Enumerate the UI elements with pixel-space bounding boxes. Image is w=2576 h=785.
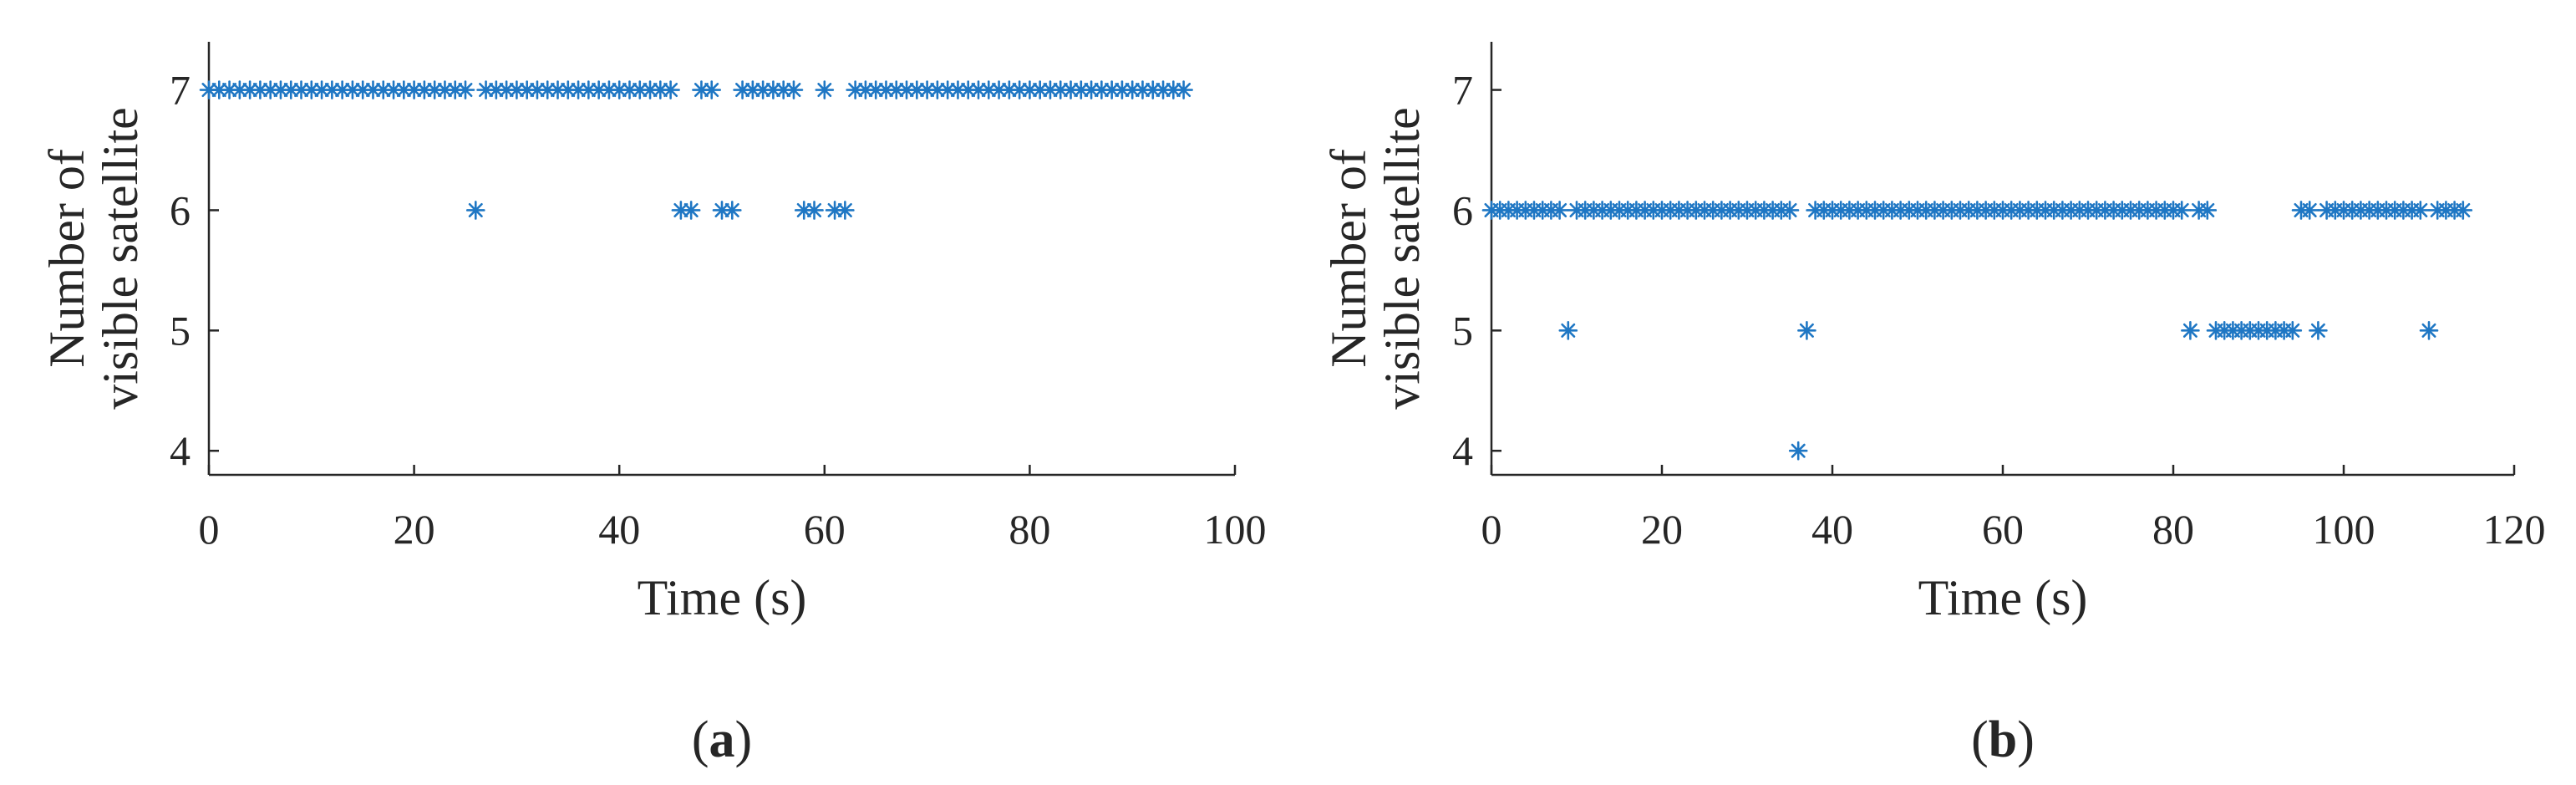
- x-tick-label: 80: [2152, 506, 2194, 553]
- y-tick-label: 7: [1452, 67, 1473, 114]
- data-point: [1009, 80, 1029, 99]
- data-point: [2181, 321, 2200, 340]
- data-point: [496, 80, 516, 99]
- data-point: [1174, 80, 1193, 99]
- y-tick-label: 4: [170, 427, 191, 474]
- data-point: [2172, 201, 2192, 220]
- y-axis-label-line2: visible satellite: [1374, 107, 1430, 410]
- y-axis-label-line2: visible satellite: [93, 107, 148, 410]
- data-point: [2283, 321, 2303, 340]
- data-point: [681, 201, 701, 220]
- x-tick-label: 0: [199, 506, 220, 553]
- y-axis-label-line1: Number of: [39, 149, 94, 368]
- x-tick-label: 100: [1204, 506, 1267, 553]
- x-axis-label: Time (s): [1918, 570, 2088, 625]
- y-tick-label: 5: [170, 307, 191, 354]
- x-tick-label: 100: [2313, 506, 2375, 553]
- data-point: [424, 80, 445, 99]
- panel-label: (b): [1971, 711, 2035, 768]
- data-point: [651, 80, 670, 99]
- data-point: [620, 80, 639, 99]
- x-tick-label: 0: [1481, 506, 1502, 553]
- x-tick-label: 40: [1811, 506, 1853, 553]
- data-point: [589, 80, 608, 99]
- data-point: [784, 80, 804, 99]
- x-tick-label: 80: [1009, 506, 1050, 553]
- data-point: [2299, 201, 2319, 220]
- x-axis-label: Time (s): [638, 570, 807, 625]
- data-point: [455, 80, 475, 99]
- data-point: [712, 201, 732, 220]
- data-point: [774, 80, 793, 99]
- data-point: [1797, 321, 1816, 340]
- x-tick-label: 120: [2483, 506, 2546, 553]
- panel-label: (a): [692, 711, 752, 768]
- panel-label-letter: a: [709, 711, 735, 768]
- data-point: [836, 201, 855, 220]
- data-point: [1040, 80, 1060, 99]
- data-point: [805, 201, 824, 220]
- x-tick-label: 20: [1641, 506, 1683, 553]
- data-point: [1030, 80, 1049, 99]
- y-tick-label: 7: [170, 67, 191, 114]
- data-point: [958, 80, 978, 99]
- data-point: [1558, 321, 1578, 340]
- data-point: [1788, 441, 1808, 461]
- panel-b-chart: 0 20 40 60 80 100 120 4 5 6 7 Time (s) Number ofvisi…: [1321, 42, 2546, 768]
- y-tick-label: 4: [1452, 427, 1473, 474]
- panel-a-chart: 0 20 40 60 80 100 4 5 6 7 Time (s) Number ofvisible…: [39, 42, 1267, 768]
- series-points: [199, 80, 1193, 220]
- x-tick-label: 20: [394, 506, 435, 553]
- y-tick-label: 5: [1452, 307, 1473, 354]
- data-point: [2411, 201, 2431, 220]
- data-point: [1780, 201, 1800, 220]
- data-point: [640, 80, 660, 99]
- x-tick-label: 40: [598, 506, 640, 553]
- data-point: [978, 80, 998, 99]
- data-point: [1133, 80, 1152, 99]
- data-point: [722, 201, 742, 220]
- data-point: [2419, 321, 2439, 340]
- data-point: [2453, 201, 2473, 220]
- data-point: [261, 80, 280, 99]
- data-point: [465, 201, 485, 220]
- data-point: [856, 80, 876, 99]
- x-tick-label: 60: [1982, 506, 2024, 553]
- y-tick-label: 6: [1452, 186, 1473, 233]
- data-point: [1122, 80, 1142, 99]
- y-axis-label-line1: Number of: [1321, 149, 1376, 368]
- data-point: [2309, 321, 2328, 340]
- data-point: [702, 80, 722, 99]
- series-points: [1481, 201, 2473, 461]
- data-point: [476, 80, 495, 99]
- data-point: [568, 80, 588, 99]
- y-tick-label: 6: [170, 186, 191, 233]
- data-point: [292, 80, 311, 99]
- data-point: [2197, 201, 2218, 220]
- data-point: [661, 80, 680, 99]
- data-point: [1550, 201, 1569, 220]
- x-tick-label: 60: [804, 506, 846, 553]
- data-point: [220, 80, 239, 99]
- data-point: [815, 80, 835, 99]
- panel-label-letter: b: [1989, 711, 2017, 768]
